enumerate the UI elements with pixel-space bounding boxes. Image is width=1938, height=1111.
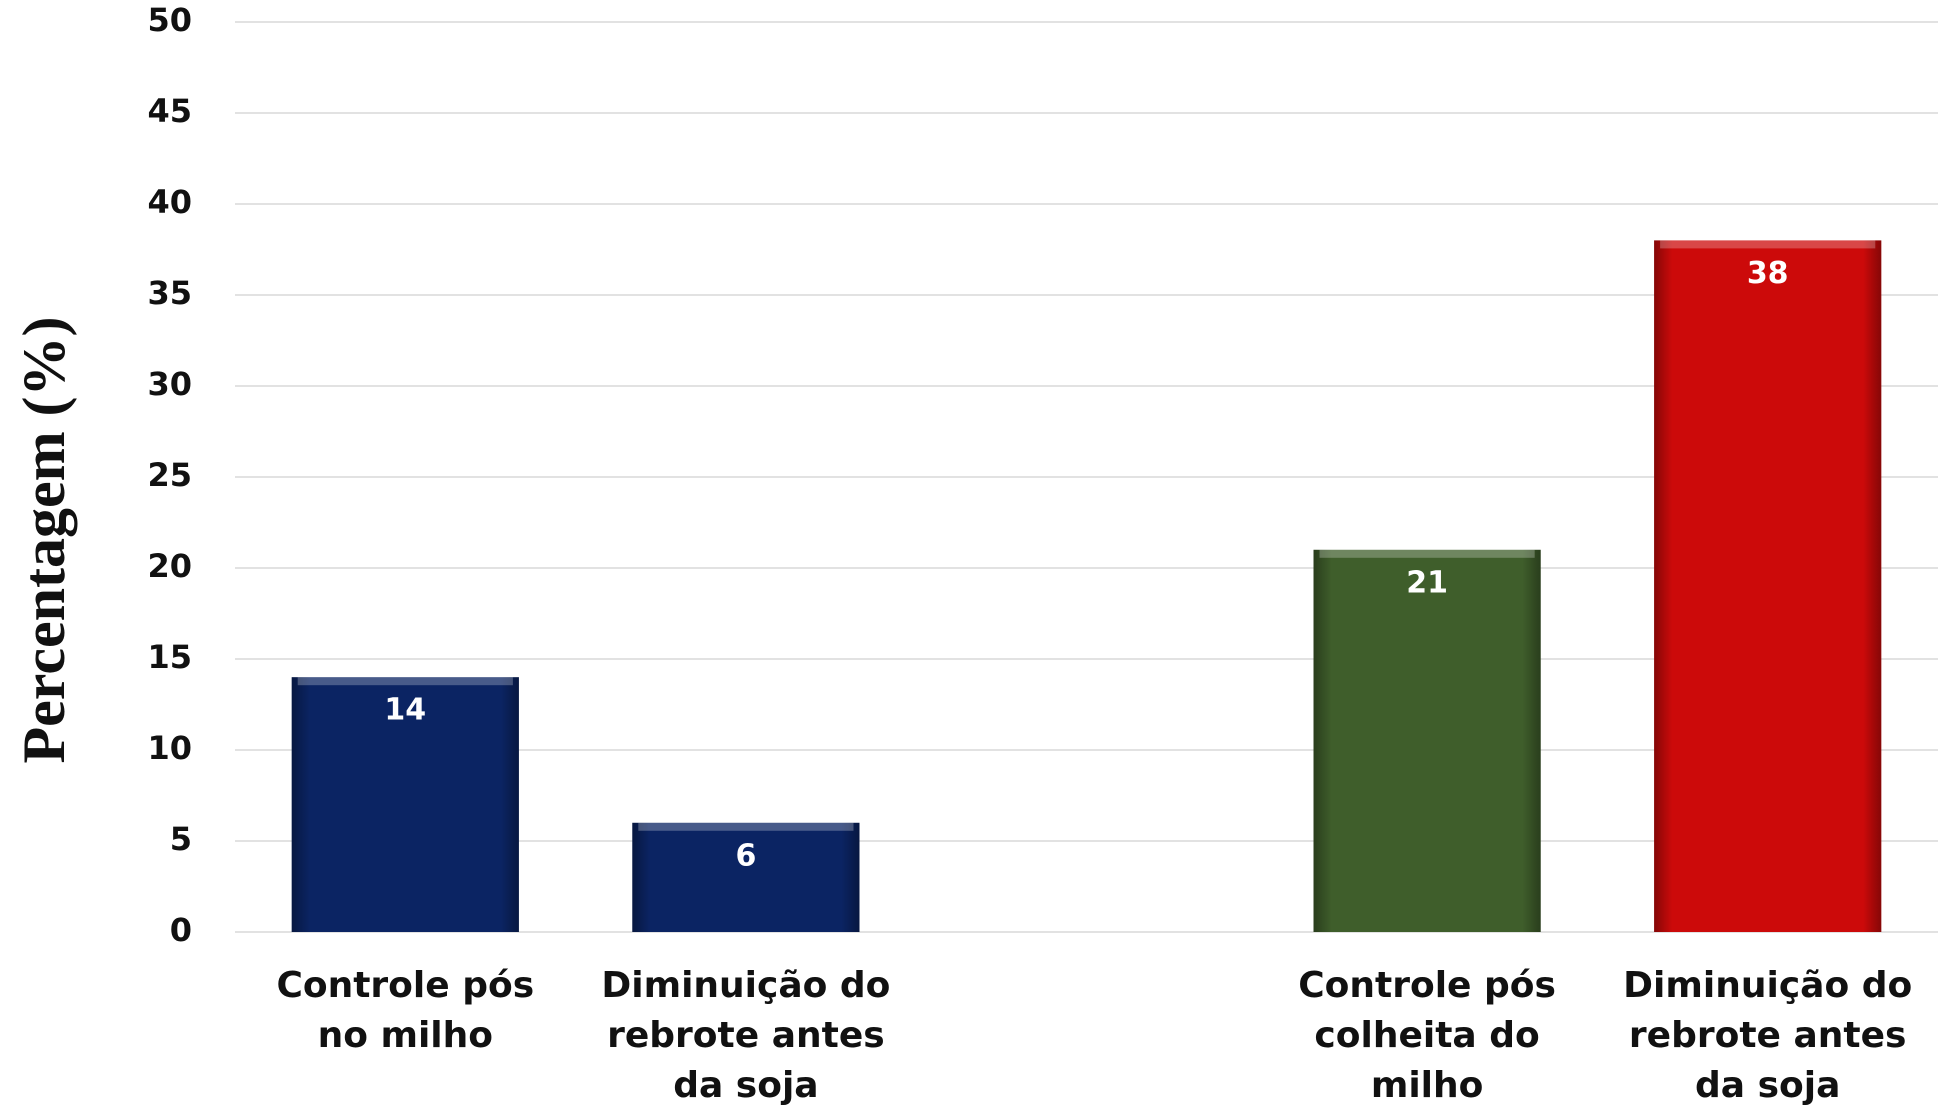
- bar-highlight: [1319, 549, 1535, 558]
- x-tick-label: Diminuição do rebrote antes da soja: [1623, 965, 1913, 1106]
- x-tick-label: Diminuição do rebrote antes da soja: [601, 965, 891, 1106]
- y-tick-label: 10: [147, 729, 192, 767]
- bar-shade: [291, 677, 519, 932]
- bar-highlight: [1660, 240, 1876, 249]
- value-label: 14: [384, 693, 426, 728]
- bar-highlight: [297, 677, 513, 686]
- y-tick-label: 40: [147, 183, 192, 221]
- y-tick-label: 50: [147, 1, 192, 39]
- bar-shade: [632, 822, 860, 932]
- x-tick-label: Controle pós colheita do milho: [1298, 965, 1556, 1106]
- y-tick-label: 35: [147, 274, 192, 312]
- bar-shade: [1313, 549, 1541, 932]
- y-tick-label: 20: [147, 547, 192, 585]
- x-tick-label: Controle pós no milho: [276, 965, 535, 1056]
- value-label: 21: [1406, 565, 1448, 600]
- y-tick-label: 0: [170, 911, 192, 949]
- y-tick-label: 45: [147, 92, 192, 130]
- y-tick-label: 25: [147, 456, 192, 494]
- y-tick-label: 30: [147, 365, 192, 403]
- value-label: 6: [735, 838, 756, 873]
- bar-highlight: [638, 822, 854, 831]
- bar-shade: [1654, 240, 1882, 932]
- value-label: 38: [1747, 256, 1789, 291]
- y-tick-label: 5: [170, 820, 192, 858]
- y-tick-label: 15: [147, 638, 192, 676]
- y-axis-label: Percentagem (%): [11, 316, 77, 763]
